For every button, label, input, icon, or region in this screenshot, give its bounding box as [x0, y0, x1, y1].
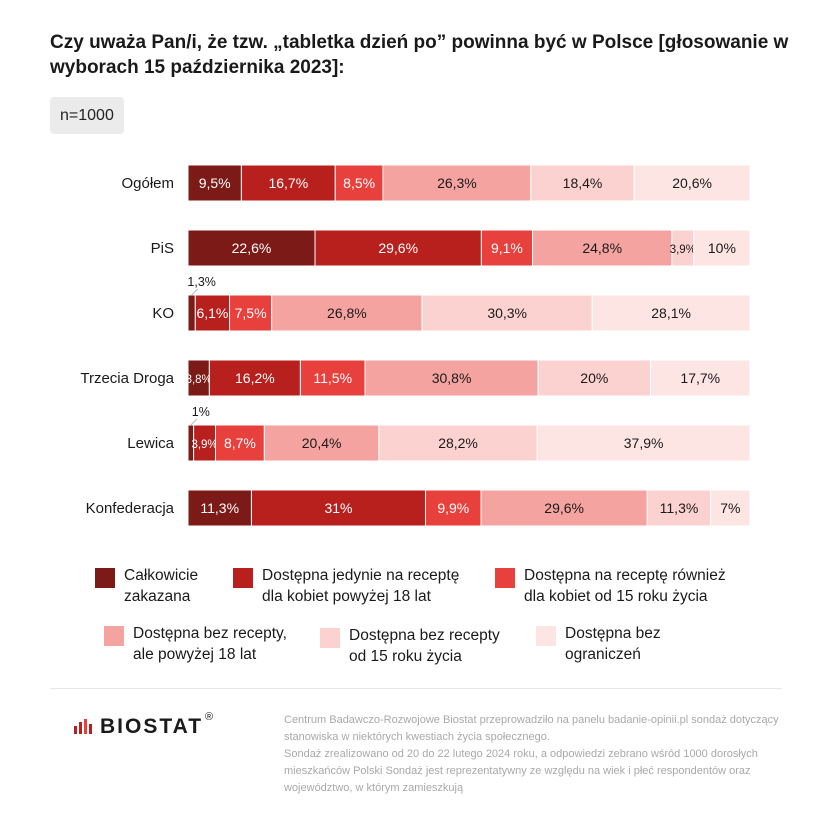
legend-swatch-2 [233, 568, 253, 588]
legend-item-2: Dostępna jedynie na receptę dla kobiet p… [233, 565, 459, 607]
legend-item-3: Dostępna na receptę również dla kobiet o… [495, 565, 726, 607]
bar-segment-2-0 [187, 294, 196, 332]
data-label-4-5: 37,9% [624, 435, 664, 451]
data-label-1-2: 9,1% [491, 240, 523, 256]
data-label-3-1: 16,2% [235, 370, 275, 386]
bar-segment-4-5 [536, 424, 751, 462]
data-label-3-5: 17,7% [680, 370, 720, 386]
data-label-1-1: 29,6% [378, 240, 418, 256]
legend-item-4: Dostępna bez recepty, ale powyżej 18 lat [104, 623, 287, 665]
data-label-0-0: 9,5% [199, 175, 231, 191]
data-label-2-0: 1,3% [187, 275, 216, 289]
legend-swatch-3 [495, 568, 515, 588]
bar-segment-1-2 [480, 229, 534, 267]
data-label-2-1: 6,1% [196, 305, 228, 321]
data-label-2-2: 7,5% [235, 305, 267, 321]
legend-label-2: Dostępna jedynie na receptę dla kobiet p… [262, 567, 460, 605]
bar-segment-5-5 [710, 489, 751, 527]
bar-segment-4-4 [378, 424, 538, 462]
bar-segment-3-1 [208, 359, 301, 397]
data-label-2-5: 28,1% [651, 305, 691, 321]
category-label-1: PiS [151, 240, 174, 257]
legend-swatch-6 [536, 626, 556, 646]
data-label-1-4: 3,9% [670, 244, 696, 256]
data-label-3-4: 20% [580, 370, 608, 386]
bar-segment-5-4 [646, 489, 712, 527]
data-label-5-3: 29,6% [544, 500, 584, 516]
bar-segment-0-0 [187, 164, 242, 202]
bar-segment-0-1 [240, 164, 336, 202]
bar-segment-1-1 [314, 229, 482, 267]
data-label-4-4: 28,2% [438, 435, 478, 451]
data-label-0-2: 8,5% [343, 175, 375, 191]
footnote-line-2: Sondaż zrealizowano od 20 do 22 lutego 2… [284, 748, 758, 794]
legend-item-6: Dostępna bez ograniczeń [536, 623, 661, 665]
legend-label-1: Całkowicie zakazana [124, 567, 199, 605]
bar-segment-2-2 [229, 294, 273, 332]
data-label-1-3: 24,8% [582, 240, 622, 256]
data-label-0-5: 20,6% [672, 175, 712, 191]
bar-segment-2-5 [591, 294, 751, 332]
data-label-5-2: 9,9% [437, 500, 469, 516]
data-label-1-5: 10% [708, 240, 736, 256]
bar-segment-1-0 [187, 229, 316, 267]
data-label-4-1: 3,9% [191, 439, 217, 451]
bar-segment-3-2 [299, 359, 366, 397]
data-label-2-4: 30,3% [487, 305, 527, 321]
data-label-4-3: 20,4% [302, 435, 342, 451]
data-label-2-3: 26,8% [327, 305, 367, 321]
data-label-4-0: 1% [192, 405, 210, 419]
bar-segment-2-1 [194, 294, 231, 332]
data-label-3-2: 11,5% [313, 370, 352, 386]
legend-label-3: Dostępna na receptę również dla kobiet o… [524, 567, 726, 605]
bar-segment-2-3 [271, 294, 423, 332]
footnote-line-1: Centrum Badawczo-Rozwojowe Biostat przep… [284, 714, 779, 743]
bar-segment-0-4 [530, 164, 635, 202]
legend-swatch-5 [320, 628, 340, 648]
data-label-3-3: 30,8% [432, 370, 472, 386]
data-label-0-1: 16,7% [268, 175, 308, 191]
category-label-3: Trzecia Droga [80, 370, 174, 387]
stacked-bar-chart: Ogółem 9,5% 16,7% 8,5% 26,3% 18,4% 20,6% PiS 22,… [80, 164, 751, 527]
bar-segment-5-3 [480, 489, 648, 527]
bar-segment-5-2 [424, 489, 482, 527]
legend-label-4: Dostępna bez recepty, ale powyżej 18 lat [133, 625, 287, 663]
category-label-0: Ogółem [121, 175, 174, 192]
logo-text: BIOSTAT [100, 715, 204, 738]
legend-item-1: Całkowicie zakazana [95, 565, 198, 607]
data-label-4-2: 8,7% [224, 435, 256, 451]
bar-segment-4-2 [215, 424, 265, 462]
chart-title: Czy uważa Pan/i, że tzw. „tabletka dzień… [50, 32, 789, 78]
bar-segment-1-5 [693, 229, 751, 267]
biostat-logo: BIOSTAT ® [74, 711, 213, 739]
legend-swatch-1 [95, 568, 115, 588]
data-label-0-3: 26,3% [437, 175, 477, 191]
legend-swatch-4 [104, 626, 124, 646]
data-label-5-0: 11,3% [200, 500, 239, 516]
logo-registered-mark: ® [205, 711, 214, 723]
bar-segment-3-5 [650, 359, 751, 397]
bar-segment-2-4 [421, 294, 593, 332]
footer-divider [50, 688, 782, 689]
data-label-5-5: 7% [720, 500, 740, 516]
data-label-leader-2-0 [191, 288, 199, 296]
methodology-footnote: Centrum Badawczo-Rozwojowe Biostat przep… [284, 712, 784, 797]
data-label-5-1: 31% [324, 500, 352, 516]
bar-segment-1-3 [532, 229, 673, 267]
legend-label-5: Dostępna bez recepty od 15 roku życia [349, 627, 500, 665]
sample-size-badge: n=1000 [50, 97, 124, 134]
data-label-leader-4-0 [190, 418, 198, 426]
legend-label-6: Dostępna bez ograniczeń [565, 625, 661, 663]
data-label-1-0: 22,6% [232, 240, 272, 256]
bar-segment-0-5 [633, 164, 751, 202]
data-label-0-4: 18,4% [563, 175, 603, 191]
category-label-2: KO [152, 305, 174, 322]
category-label-5: Konfederacja [86, 500, 175, 517]
category-label-4: Lewica [127, 435, 174, 452]
bar-segment-0-2 [334, 164, 384, 202]
data-label-5-4: 11,3% [660, 500, 699, 516]
signal-bars-icon [74, 719, 92, 734]
data-label-3-0: 3,8% [186, 374, 212, 386]
legend-item-5: Dostępna bez recepty od 15 roku życia [320, 625, 500, 667]
